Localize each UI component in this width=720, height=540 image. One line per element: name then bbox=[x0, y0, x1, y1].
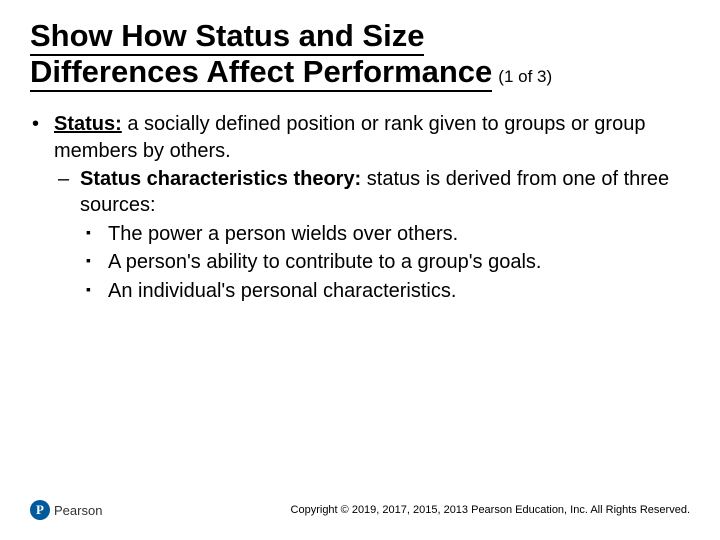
slide: Show How Status and Size Differences Aff… bbox=[0, 0, 720, 540]
title-line1-wrap: Show How Status and Size bbox=[30, 18, 690, 54]
source-2: A person's ability to contribute to a gr… bbox=[108, 251, 541, 273]
list-item: Status: a socially defined position or r… bbox=[30, 111, 690, 304]
list-item: The power a person wields over others. bbox=[80, 221, 690, 247]
list-item: Status characteristics theory: status is… bbox=[54, 166, 690, 304]
pearson-logo-text: Pearson bbox=[54, 503, 102, 518]
slide-body: Status: a socially defined position or r… bbox=[30, 111, 690, 304]
source-3: An individual's personal characteristics… bbox=[108, 280, 456, 302]
slide-footer: P Pearson Copyright © 2019, 2017, 2015, … bbox=[0, 500, 720, 520]
bullet-list-lvl2: Status characteristics theory: status is… bbox=[54, 166, 690, 304]
source-1: The power a person wields over others. bbox=[108, 223, 458, 245]
title-line1: Show How Status and Size bbox=[30, 18, 424, 56]
term-sct: Status characteristics theory: bbox=[80, 168, 361, 190]
bullet-list-lvl1: Status: a socially defined position or r… bbox=[30, 111, 690, 304]
status-definition: a socially defined position or rank give… bbox=[54, 113, 645, 161]
title-line2-wrap: Differences Affect Performance (1 of 3) bbox=[30, 54, 690, 90]
term-status: Status: bbox=[54, 113, 122, 135]
pearson-logo: P Pearson bbox=[30, 500, 102, 520]
copyright-text: Copyright © 2019, 2017, 2015, 2013 Pears… bbox=[291, 504, 690, 516]
title-line2: Differences Affect Performance bbox=[30, 54, 492, 92]
list-item: An individual's personal characteristics… bbox=[80, 278, 690, 304]
pearson-logo-icon: P bbox=[30, 500, 50, 520]
list-item: A person's ability to contribute to a gr… bbox=[80, 249, 690, 275]
bullet-list-lvl3: The power a person wields over others. A… bbox=[80, 221, 690, 304]
title-sub: (1 of 3) bbox=[498, 67, 552, 86]
slide-title: Show How Status and Size Differences Aff… bbox=[30, 18, 690, 89]
